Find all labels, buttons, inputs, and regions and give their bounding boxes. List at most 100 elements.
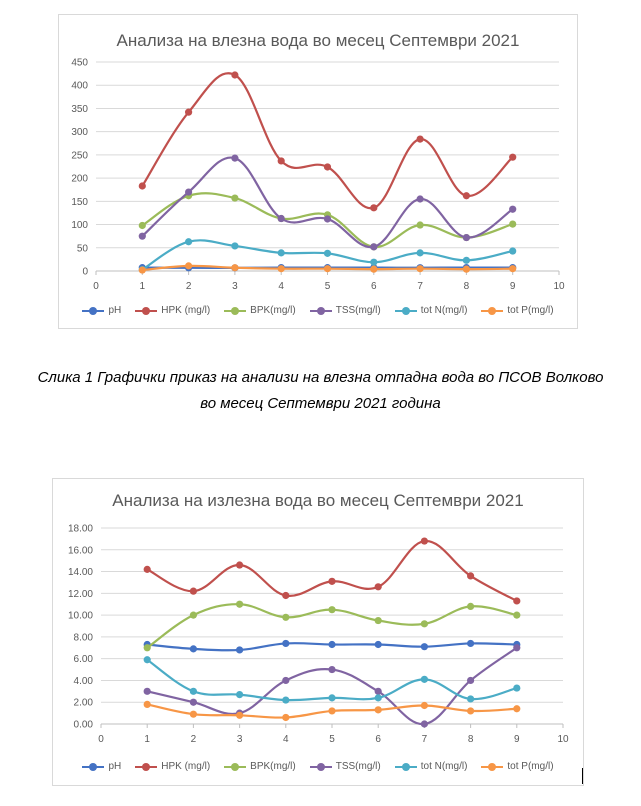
data-point <box>323 163 332 171</box>
series-3 <box>138 154 517 251</box>
legend-marker-icon <box>224 762 247 771</box>
data-point <box>277 249 285 257</box>
x-tick-label: 4 <box>278 281 284 292</box>
data-point <box>231 194 239 202</box>
legend-label: tot N(mg/l) <box>420 761 468 772</box>
text-cursor <box>582 768 583 784</box>
legend-label: tot P(mg/l) <box>507 305 554 316</box>
data-point <box>189 645 197 653</box>
data-point <box>143 687 151 695</box>
y-tick-label: 350 <box>71 104 88 115</box>
data-point <box>138 232 146 240</box>
data-point <box>189 687 197 695</box>
legend-marker-icon <box>135 306 158 315</box>
data-point <box>374 583 382 591</box>
x-tick-label: 5 <box>329 734 335 745</box>
data-point <box>282 639 290 648</box>
legend-item: HPK (mg/l) <box>135 305 210 316</box>
data-point <box>370 258 378 266</box>
legend-marker-icon <box>394 306 417 315</box>
legend-label: BPK(mg/l) <box>250 761 296 772</box>
data-point <box>370 204 378 212</box>
data-point <box>467 695 475 703</box>
chart-legend: pH HPK (mg/l) BPK(mg/l) TSS(mg/l) tot N(mg/l… <box>53 761 583 772</box>
series-line <box>141 72 514 210</box>
legend-item: pH <box>82 761 121 772</box>
data-point <box>416 221 424 229</box>
legend-item: tot N(mg/l) <box>394 305 467 316</box>
y-tick-label: 14.00 <box>68 567 93 578</box>
legend-label: pH <box>108 761 122 772</box>
y-tick-label: 12.00 <box>68 589 93 600</box>
data-point <box>328 707 336 715</box>
data-point <box>374 687 382 695</box>
data-point <box>189 698 197 706</box>
data-point <box>282 591 290 600</box>
data-point <box>236 561 244 569</box>
data-point <box>420 720 428 728</box>
data-point <box>374 640 382 649</box>
legend-item: TSS(mg/l) <box>309 305 381 316</box>
data-point <box>328 606 336 614</box>
data-point <box>231 242 239 250</box>
series-0 <box>143 639 521 654</box>
series-1 <box>143 537 521 605</box>
data-point <box>467 639 475 648</box>
x-tick-label: 1 <box>144 734 150 745</box>
data-point <box>509 247 517 255</box>
data-point <box>143 644 151 652</box>
data-point <box>138 221 146 230</box>
data-point <box>513 684 521 692</box>
legend-marker-icon <box>481 306 504 315</box>
data-point <box>462 192 470 200</box>
series-2 <box>143 600 521 652</box>
data-point <box>185 238 193 246</box>
data-point <box>509 265 517 273</box>
legend-item: TSS(mg/l) <box>309 761 381 772</box>
series-5 <box>138 262 517 274</box>
legend-label: pH <box>108 305 122 316</box>
y-tick-label: 300 <box>71 127 88 138</box>
legend-label: TSS(mg/l) <box>335 761 381 772</box>
legend-item: tot P(mg/l) <box>481 305 554 316</box>
data-point <box>323 265 332 273</box>
data-point <box>370 243 378 251</box>
x-tick-label: 10 <box>557 734 569 745</box>
legend-item: HPK (mg/l) <box>135 761 210 772</box>
data-point <box>374 706 382 714</box>
data-point <box>420 643 428 651</box>
data-point <box>282 676 290 685</box>
legend-label: HPK (mg/l) <box>161 761 211 772</box>
data-point <box>328 694 336 702</box>
y-tick-label: 100 <box>71 220 88 231</box>
data-point <box>328 665 336 674</box>
data-point <box>231 154 239 162</box>
legend-label: HPK (mg/l) <box>161 305 211 316</box>
data-point <box>462 233 470 242</box>
x-tick-label: 9 <box>510 281 516 292</box>
data-point <box>462 256 470 264</box>
y-tick-label: 450 <box>71 58 88 69</box>
legend-marker-icon <box>309 762 332 771</box>
outflow-plot-area: 0.00 2.00 4.00 6.00 8.00 10.00 12.00 14.00 16.00… <box>68 524 569 746</box>
x-tick-label: 8 <box>464 281 470 292</box>
legend-marker-icon <box>82 306 105 315</box>
data-point <box>467 602 475 610</box>
x-tick-label: 2 <box>191 734 197 745</box>
data-point <box>467 572 475 580</box>
legend-marker-icon <box>481 762 504 771</box>
data-point <box>513 644 521 652</box>
x-tick-label: 5 <box>325 281 331 292</box>
legend-marker-icon <box>224 306 247 315</box>
data-point <box>138 182 146 190</box>
data-point <box>236 646 244 654</box>
legend-item: tot P(mg/l) <box>481 761 554 772</box>
data-point <box>416 249 424 257</box>
y-tick-label: 200 <box>71 174 88 185</box>
figure-caption: Слика 1 Графички приказ на анализи на вл… <box>0 365 641 417</box>
x-tick-label: 7 <box>422 734 428 745</box>
chart-legend: pH HPK (mg/l) BPK(mg/l) TSS(mg/l) tot N(mg/l… <box>59 305 577 316</box>
data-point <box>138 266 146 274</box>
data-point <box>420 675 428 683</box>
inflow-chart: Анализа на влезна вода во месец Септемвр… <box>58 14 578 329</box>
